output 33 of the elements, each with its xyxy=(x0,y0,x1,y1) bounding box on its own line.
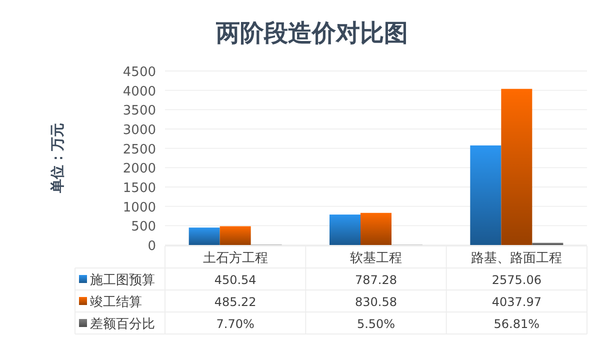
data-label: 830.58 xyxy=(355,295,397,309)
y-tick-label: 500 xyxy=(131,220,156,235)
y-tick-label: 1500 xyxy=(122,181,156,196)
data-label: 787.28 xyxy=(355,273,397,287)
y-tick-label: 0 xyxy=(148,239,156,254)
y-tick-label: 2000 xyxy=(122,162,156,177)
x-tick-label: 软基工程 xyxy=(350,251,402,266)
bar xyxy=(360,212,392,245)
legend-label: 竣工结算 xyxy=(90,295,142,310)
y-tick-label: 1000 xyxy=(122,200,156,216)
y-tick-label: 3500 xyxy=(122,104,156,119)
bar xyxy=(470,145,502,245)
legend-label: 施工图预算 xyxy=(90,273,155,288)
x-tick-label: 土石方工程 xyxy=(202,250,268,266)
legend-label: 差额百分比 xyxy=(90,317,155,332)
y-tick-label: 3000 xyxy=(122,123,156,138)
data-label: 485.22 xyxy=(214,295,256,309)
bar xyxy=(501,88,532,245)
chart-title: 两阶段造价对比图 xyxy=(215,19,408,47)
bar xyxy=(330,214,360,245)
y-tick-label: 4000 xyxy=(122,84,156,100)
data-label: 450.54 xyxy=(214,273,256,287)
data-label: 56.81% xyxy=(494,317,540,331)
data-label: 5.50% xyxy=(356,317,396,331)
bar xyxy=(188,228,220,245)
data-label: 4037.97 xyxy=(492,295,542,309)
data-label: 2575.06 xyxy=(492,273,542,287)
data-label: 7.70% xyxy=(216,317,254,331)
y-axis-title: 单位：万元 xyxy=(50,123,66,194)
y-tick-label: 4500 xyxy=(122,65,156,80)
x-tick-label: 路基、路面工程 xyxy=(471,251,562,266)
y-tick-label: 2500 xyxy=(122,142,156,158)
bar xyxy=(220,226,251,245)
